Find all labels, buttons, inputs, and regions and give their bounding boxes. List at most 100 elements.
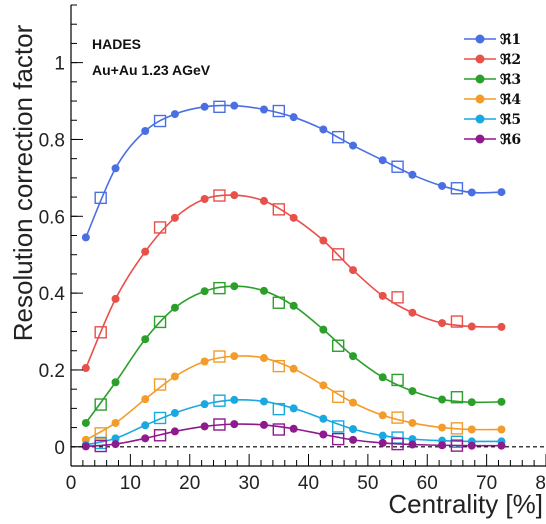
point-series1-9 — [349, 141, 358, 150]
point-series6-2 — [141, 434, 150, 443]
point-series6-0 — [81, 442, 90, 451]
point-series5-4 — [200, 400, 209, 409]
point-series2-0 — [81, 364, 90, 373]
y-tick-label-0.2: 0.2 — [39, 361, 65, 382]
open-marker-series5-1 — [153, 411, 167, 425]
point-series6-4 — [200, 422, 209, 431]
y-tick-label-0.8: 0.8 — [39, 130, 65, 151]
point-series1-12 — [438, 181, 447, 190]
annotation-hades: HADES — [92, 36, 141, 52]
point-series1-10 — [378, 156, 387, 165]
plot-area — [71, 100, 546, 453]
point-series2-13 — [467, 322, 476, 331]
point-series6-8 — [319, 430, 328, 439]
point-series5-6 — [259, 397, 268, 406]
point-series1-5 — [230, 101, 239, 110]
point-series5-5 — [230, 395, 239, 404]
point-series3-12 — [438, 395, 447, 404]
point-series4-11 — [408, 418, 417, 427]
point-series4-4 — [200, 357, 209, 366]
point-series2-7 — [289, 213, 298, 222]
legend-marker-1 — [475, 34, 485, 44]
point-series6-1 — [111, 440, 120, 449]
point-series2-8 — [319, 236, 328, 245]
open-marker-series3-5 — [391, 373, 404, 387]
open-marker-series5-4 — [331, 420, 345, 433]
point-series4-14 — [497, 425, 506, 434]
point-series1-11 — [408, 170, 417, 179]
point-series3-3 — [170, 303, 179, 312]
point-series3-2 — [141, 335, 150, 344]
point-series4-12 — [438, 423, 447, 432]
legend-marker-4 — [475, 94, 485, 104]
open-marker-series1-2 — [213, 100, 226, 114]
legend-label-3: ℜ3 — [500, 72, 521, 88]
legend: ℜ1 ℜ2 ℜ3 ℜ4 ℜ5 ℜ6 — [464, 32, 521, 148]
point-series4-10 — [378, 411, 387, 420]
open-marker-series2-0 — [94, 326, 107, 339]
point-series1-7 — [289, 113, 298, 122]
open-marker-series6-4 — [331, 432, 345, 446]
open-marker-series3-1 — [153, 315, 167, 329]
legend-label-5: ℜ5 — [500, 112, 521, 128]
point-series2-5 — [230, 191, 239, 200]
x-axis-title: Centrality [%] — [388, 489, 543, 519]
point-series3-11 — [408, 387, 417, 396]
open-marker-series4-3 — [272, 359, 286, 373]
point-series6-14 — [497, 441, 506, 450]
open-marker-series2-3 — [272, 203, 286, 216]
point-series3-4 — [200, 287, 209, 296]
point-series6-6 — [259, 420, 268, 429]
point-series5-1 — [111, 434, 120, 443]
point-series1-6 — [259, 105, 268, 114]
open-marker-series6-2 — [213, 418, 226, 431]
legend-marker-2 — [475, 54, 485, 64]
point-series2-4 — [200, 195, 209, 204]
point-series2-12 — [438, 319, 447, 328]
open-marker-series3-4 — [331, 339, 345, 352]
open-marker-series6-0 — [94, 439, 107, 453]
point-series1-4 — [200, 102, 209, 111]
open-marker-series1-1 — [153, 114, 167, 128]
open-marker-series2-5 — [391, 291, 404, 304]
point-series3-1 — [111, 378, 120, 387]
point-series1-8 — [319, 125, 328, 134]
x-tick-label-20: 20 — [179, 473, 200, 494]
open-marker-series3-3 — [272, 296, 286, 309]
point-series2-11 — [408, 308, 417, 317]
point-series4-7 — [289, 364, 298, 373]
point-series2-2 — [141, 247, 150, 256]
open-marker-series1-6 — [450, 182, 464, 195]
point-series3-13 — [467, 398, 476, 407]
open-marker-series3-2 — [213, 281, 226, 295]
point-series6-7 — [289, 424, 298, 433]
x-tick-label-30: 30 — [239, 473, 260, 494]
point-series6-5 — [230, 420, 239, 429]
open-marker-series5-3 — [272, 402, 286, 416]
point-series5-9 — [349, 425, 358, 434]
point-series1-2 — [141, 127, 150, 136]
legend-marker-5 — [475, 114, 485, 124]
point-series3-8 — [319, 325, 328, 334]
open-marker-series2-6 — [450, 315, 464, 328]
point-series6-9 — [349, 435, 358, 444]
point-series6-3 — [170, 427, 179, 436]
legend-label-6: ℜ6 — [500, 132, 521, 148]
point-series5-7 — [289, 404, 298, 413]
open-marker-series4-2 — [213, 350, 226, 363]
axes: 0 10 20 30 40 50 60 70 80 0 0.2 0.4 0.6 0.8 1 — [39, 4, 546, 494]
point-series6-11 — [408, 440, 417, 449]
point-series3-9 — [349, 352, 358, 361]
point-series4-3 — [170, 372, 179, 381]
point-series6-10 — [378, 438, 387, 447]
open-marker-series4-1 — [153, 378, 167, 391]
point-series4-8 — [319, 381, 328, 390]
point-series3-10 — [378, 373, 387, 382]
point-series2-3 — [170, 213, 179, 222]
point-series2-9 — [349, 266, 358, 275]
open-marker-series4-5 — [391, 411, 404, 424]
point-series5-2 — [141, 421, 150, 430]
x-tick-label-80: 80 — [535, 473, 546, 494]
y-tick-label-0.4: 0.4 — [39, 284, 66, 305]
